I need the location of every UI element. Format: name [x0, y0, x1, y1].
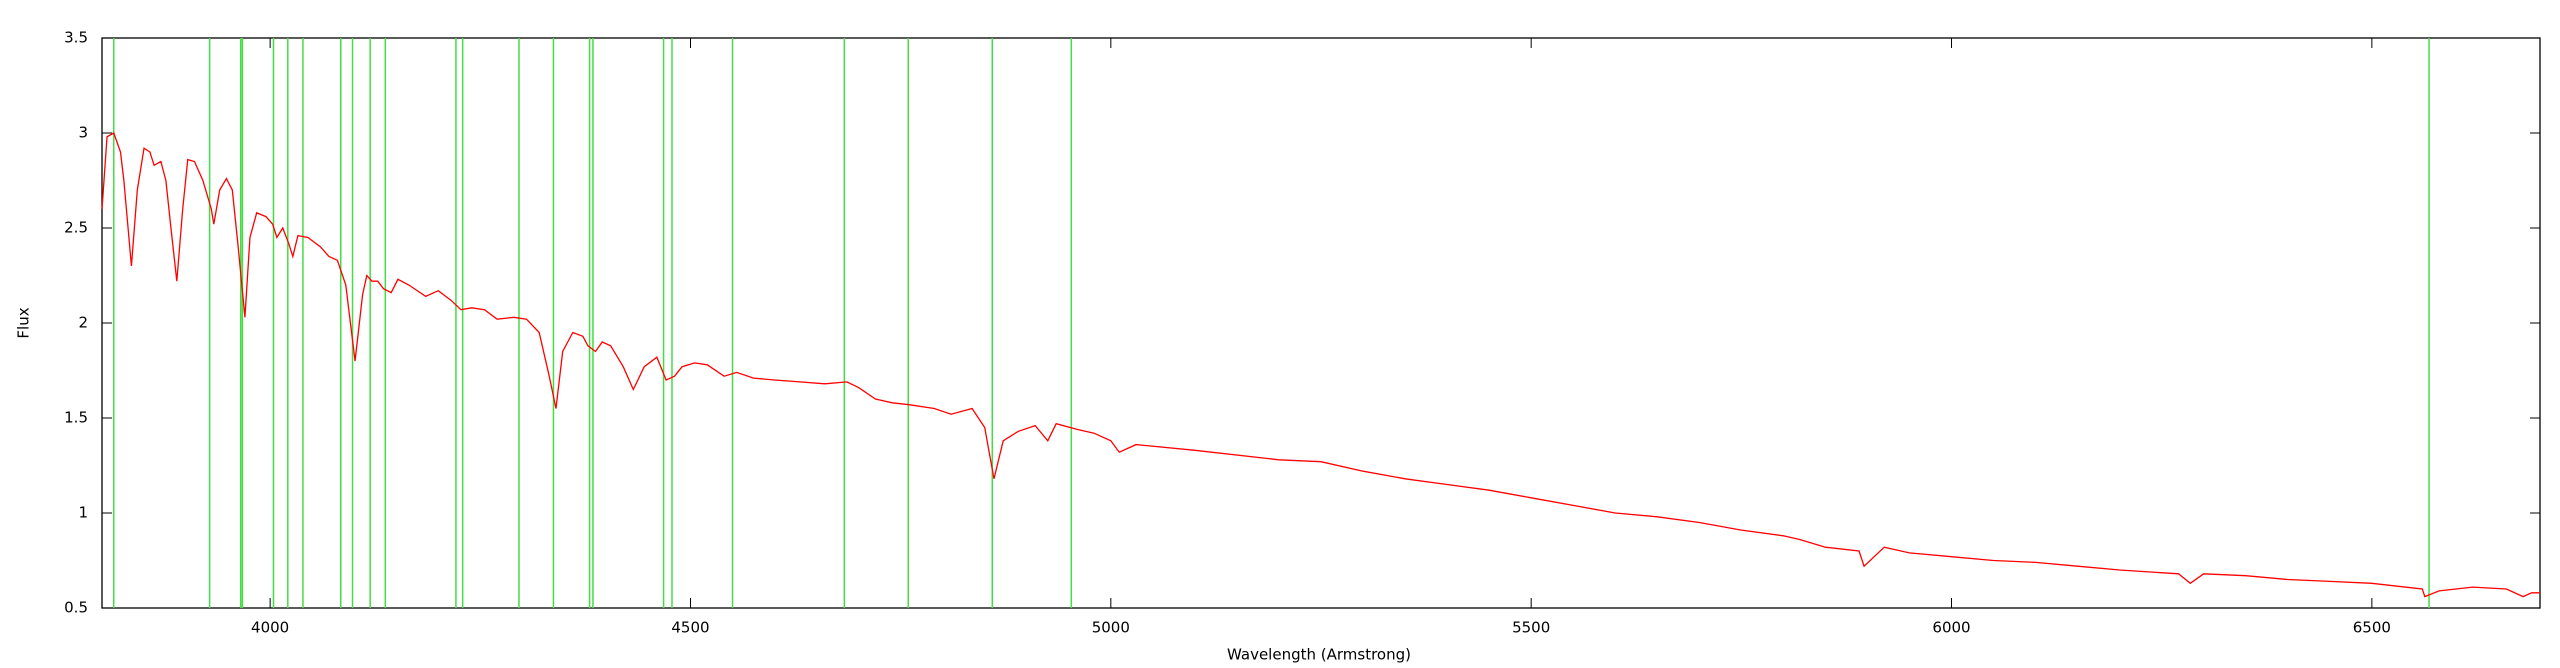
spectrum-line [101, 132, 2540, 598]
x-tick-label: 6000 [1932, 619, 1970, 637]
y-tick-label: 2.5 [64, 219, 88, 237]
y-tick-label: 1 [78, 504, 88, 522]
y-tick-label: 1.5 [64, 409, 88, 427]
x-tick-label: 4000 [251, 619, 289, 637]
x-tick-label: 6500 [2353, 619, 2391, 637]
y-tick-label: 3.5 [64, 29, 88, 47]
x-tick-label: 4500 [671, 619, 709, 637]
y-tick-label: 3 [78, 124, 88, 142]
y-tick-label: 2 [78, 314, 88, 332]
x-tick-label: 5500 [1512, 619, 1550, 637]
y-tick-label: 0.5 [64, 599, 88, 617]
y-axis-label: Flux [15, 307, 33, 338]
x-tick-label: 5000 [1092, 619, 1130, 637]
plot-frame [101, 37, 2541, 609]
x-axis-label: Wavelength (Armstrong) [1227, 646, 1411, 664]
